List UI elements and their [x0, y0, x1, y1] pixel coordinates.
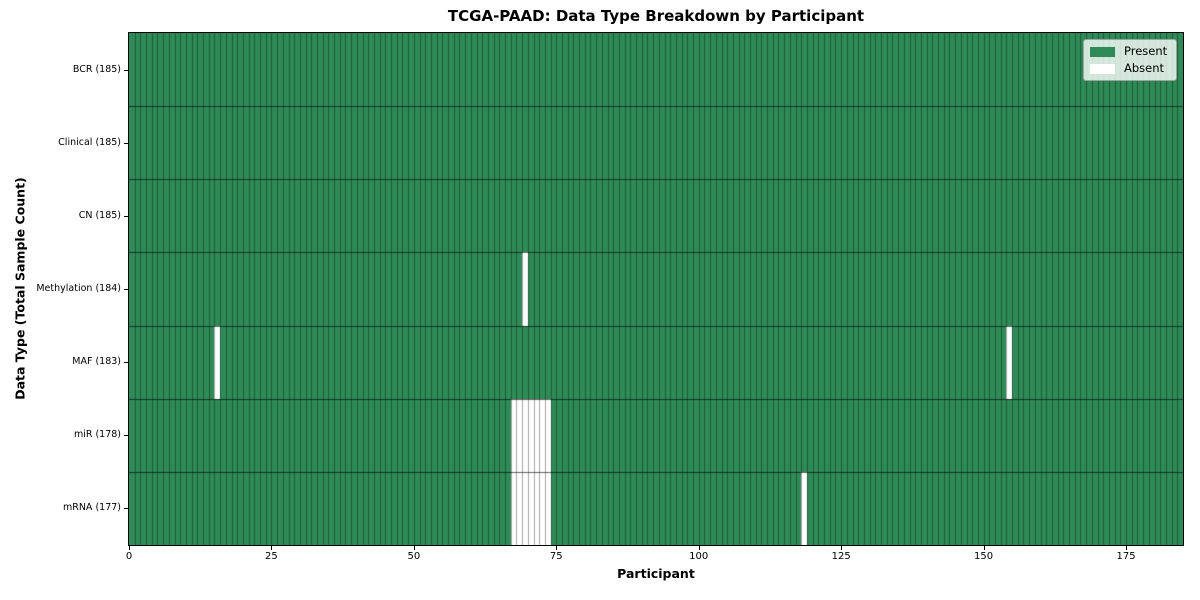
legend-label: Present — [1124, 44, 1168, 58]
y-tick-label: miR (178) — [73, 429, 121, 440]
x-tick-mark — [840, 546, 842, 550]
legend-swatch-absent — [1090, 63, 1115, 74]
x-tick-label: 75 — [549, 551, 563, 562]
x-tick-mark — [270, 546, 272, 550]
plot-area — [128, 32, 1184, 546]
y-tick-label: BCR (185) — [72, 64, 121, 75]
y-tick-label: MAF (183) — [72, 356, 121, 367]
y-tick-label: Clinical (185) — [58, 137, 121, 148]
x-tick-label: 50 — [407, 551, 421, 562]
y-tick-mark — [124, 289, 128, 290]
x-tick-label: 0 — [125, 551, 133, 562]
chart-title: TCGA-PAAD: Data Type Breakdown by Partic… — [447, 7, 865, 25]
y-tick-mark — [124, 143, 128, 144]
y-tick-mark — [124, 362, 128, 363]
x-tick-mark — [128, 546, 130, 550]
legend: Present Absent — [1083, 39, 1177, 81]
legend-label: Absent — [1124, 61, 1165, 75]
x-tick-label: 150 — [974, 551, 994, 562]
x-tick-mark — [413, 546, 415, 550]
x-axis-label: Participant — [617, 566, 695, 581]
legend-item: Present — [1090, 44, 1170, 58]
y-tick-mark — [124, 70, 128, 71]
x-tick-mark — [1125, 546, 1127, 550]
y-tick-label: Methylation (184) — [36, 283, 121, 294]
x-tick-label: 175 — [1116, 551, 1136, 562]
x-tick-mark — [698, 546, 700, 550]
y-tick-mark — [124, 508, 128, 509]
legend-swatch-present — [1090, 46, 1115, 57]
heatmap-canvas — [129, 33, 1183, 545]
x-tick-label: 25 — [265, 551, 278, 562]
x-tick-mark — [555, 546, 557, 550]
y-tick-label: mRNA (177) — [62, 502, 121, 513]
legend-item: Absent — [1090, 61, 1170, 75]
y-tick-mark — [124, 435, 128, 436]
y-tick-mark — [124, 216, 128, 217]
x-tick-mark — [983, 546, 985, 550]
y-tick-label: CN (185) — [78, 210, 121, 221]
x-tick-label: 100 — [689, 551, 709, 562]
x-tick-label: 125 — [831, 551, 851, 562]
